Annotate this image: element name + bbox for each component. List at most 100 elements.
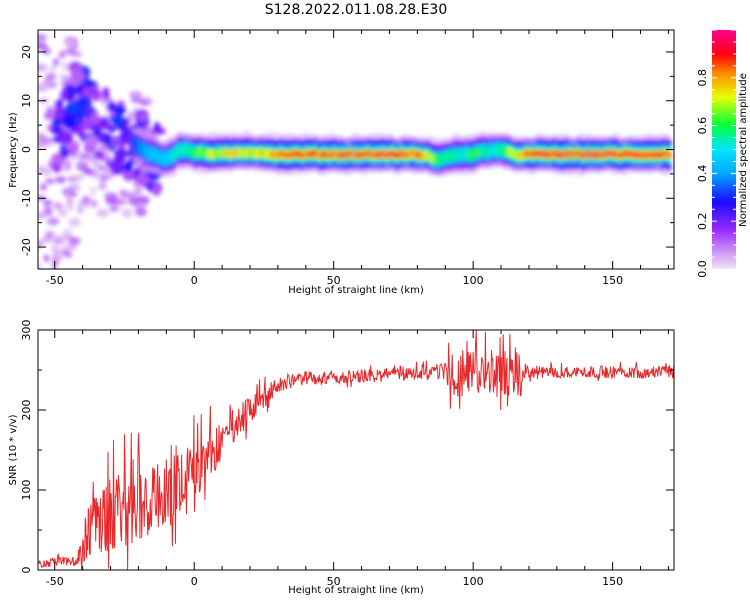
heat-speckle <box>53 202 63 211</box>
heat-blob <box>151 183 162 196</box>
heat-ridge-core <box>244 151 248 156</box>
heat-ridge-core <box>533 151 536 155</box>
heat-ridge-core <box>206 152 210 156</box>
heat-speckle <box>58 209 68 217</box>
heat-halo <box>476 163 487 170</box>
heat-speckle <box>92 171 102 180</box>
colorbar-tick-label: 0.8 <box>696 69 709 87</box>
heat-halo <box>585 134 596 141</box>
heat-ridge-core <box>598 152 602 156</box>
snr-xtick-label: 150 <box>602 575 623 588</box>
heat-ridge-core <box>400 151 403 155</box>
heat-speckle <box>55 254 62 263</box>
heat-ridge-core <box>515 153 519 158</box>
heat-ridge-core <box>492 148 496 153</box>
heat-ridge-core <box>530 152 534 157</box>
heat-blob <box>104 133 112 146</box>
heat-ridge-core <box>241 151 245 155</box>
snr-xtick-label: -50 <box>46 575 64 588</box>
spectrogram-ytick-label: -10 <box>20 189 33 207</box>
heat-blob <box>123 161 133 173</box>
heat-ridge-core <box>251 150 255 155</box>
heat-halo <box>568 169 579 176</box>
heat-ridge-core <box>475 151 479 155</box>
heat-speckle <box>97 182 108 191</box>
heat-halo <box>325 133 336 140</box>
heat-ridge-core <box>605 151 609 155</box>
heat-halo <box>501 132 512 139</box>
heat-blob <box>122 169 136 182</box>
heat-ridge-core <box>226 151 230 155</box>
heat-ridge-core <box>141 147 145 151</box>
heat-ridge-core <box>267 151 270 155</box>
heat-ridge-core <box>149 153 152 157</box>
heat-halo <box>560 133 571 140</box>
heat-speckle <box>38 34 48 41</box>
heat-ridge-core <box>523 152 526 156</box>
heat-ridge-core <box>595 153 599 157</box>
heat-ridge-core <box>610 151 614 156</box>
heat-halo <box>593 167 604 174</box>
heat-ridge-core <box>352 154 356 158</box>
heat-speckle <box>69 183 79 191</box>
heat-ridge-core <box>548 153 551 157</box>
heat-ridge-core <box>520 153 524 158</box>
heat-speckle <box>68 237 82 245</box>
heat-ridge-core <box>525 151 529 155</box>
heat-halo <box>292 134 303 141</box>
heat-halo <box>325 166 336 173</box>
heat-ridge-core <box>166 155 170 159</box>
heat-halo <box>150 134 161 141</box>
heat-ridge-core <box>615 152 619 156</box>
heat-halo <box>342 137 353 144</box>
heat-speckle <box>129 90 143 99</box>
heat-speckle <box>38 143 45 148</box>
heat-blob <box>60 149 69 158</box>
heat-ridge-core <box>623 151 627 156</box>
heat-ridge-core <box>613 152 617 157</box>
heat-ridge-core <box>435 157 439 162</box>
heat-ridge-core <box>472 151 476 156</box>
heat-halo <box>501 164 512 171</box>
heat-ridge-core <box>553 151 557 155</box>
heat-ridge-core <box>402 152 406 156</box>
heat-speckle <box>61 229 73 237</box>
heat-ridge-core <box>236 150 240 155</box>
snr-axes: -50 0 50 100 150 0 100 200 300 <box>20 320 675 588</box>
heat-ridge-core <box>329 153 333 157</box>
heat-speckle <box>135 209 147 217</box>
heat-ridge-core <box>362 153 366 157</box>
heat-ridge-core <box>417 152 421 156</box>
heat-ridge-core <box>304 151 308 155</box>
heat-halo <box>392 168 403 175</box>
heat-ridge-core <box>357 153 361 158</box>
heat-halo <box>367 166 378 173</box>
heat-halo <box>233 163 244 170</box>
heat-speckle <box>107 148 118 153</box>
spectrogram-panel: -50 0 50 100 150 -20 -10 0 10 20 Height of straig… <box>8 29 675 296</box>
heat-speckle <box>139 99 148 106</box>
heat-ridge-core <box>367 151 371 156</box>
heat-ridge-core <box>234 151 238 155</box>
heat-halo <box>367 133 378 140</box>
snr-ytick-label: 100 <box>20 480 33 501</box>
heat-speckle <box>43 206 53 217</box>
heat-ridge-core <box>661 152 664 156</box>
heat-halo <box>510 166 520 173</box>
heat-ridge-core <box>194 150 198 155</box>
heat-halo <box>426 168 437 175</box>
heat-speckle <box>81 196 92 204</box>
heat-speckle <box>38 63 48 72</box>
heat-ridge-core <box>334 152 338 156</box>
heat-ridge-core <box>284 153 288 158</box>
heat-ridge-core <box>628 151 632 156</box>
heat-ridge-core <box>294 151 298 156</box>
heat-halo <box>192 166 202 173</box>
heat-ridge-core <box>359 152 363 156</box>
heat-ridge-core <box>538 151 541 155</box>
heat-ridge-core <box>565 151 569 155</box>
heat-ridge-core <box>638 153 642 157</box>
heat-halo <box>175 131 186 138</box>
heat-ridge-core <box>219 151 223 155</box>
heat-halo <box>543 165 554 172</box>
